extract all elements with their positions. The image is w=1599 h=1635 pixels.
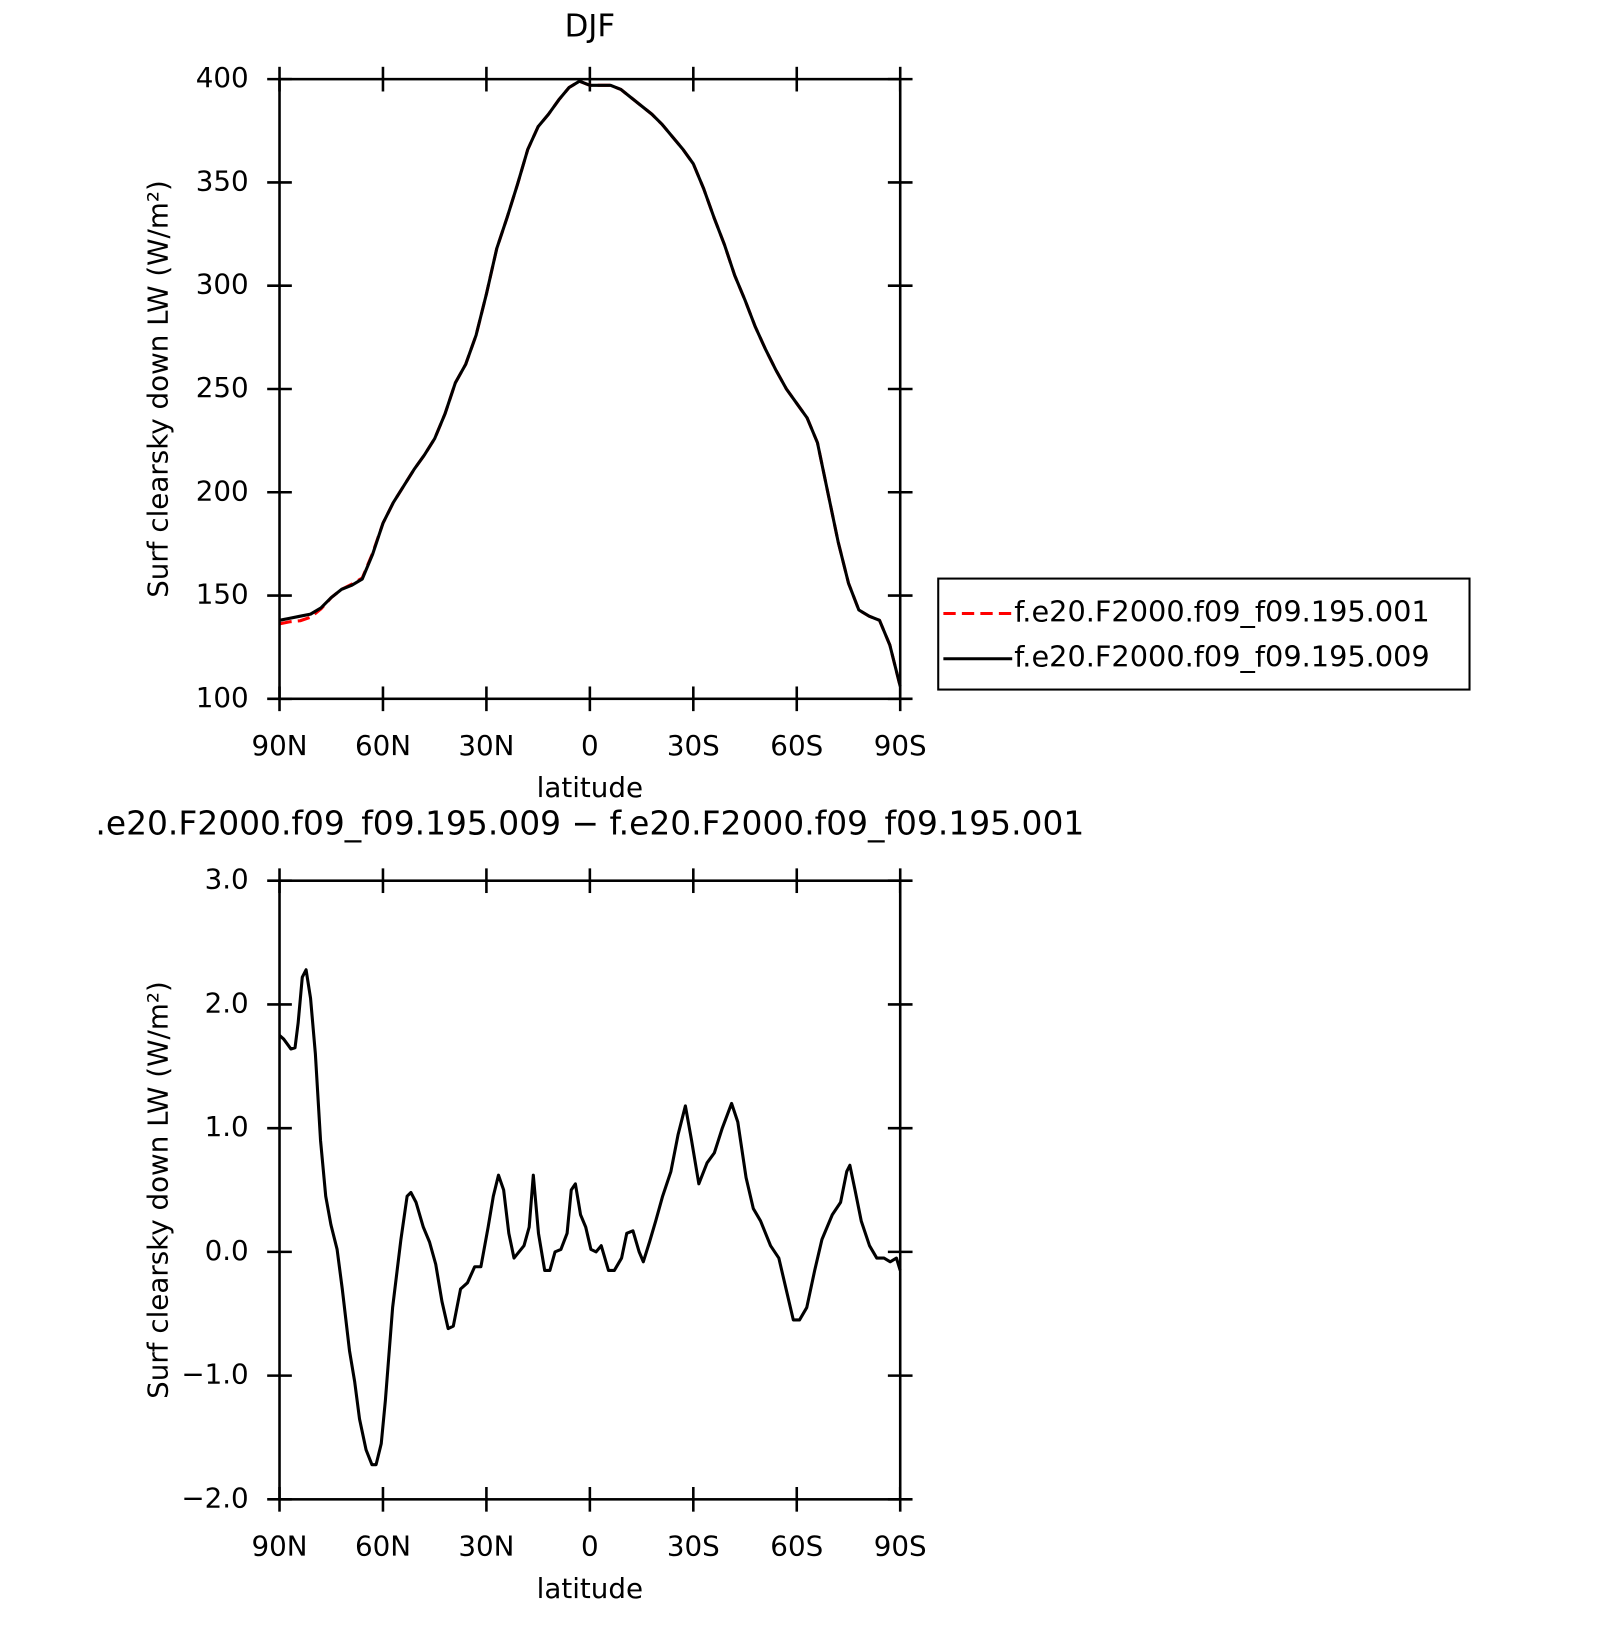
- x-tick-label: 90S: [874, 729, 927, 762]
- y-axis-label: Surf clearsky down LW (W/m²): [141, 180, 174, 598]
- y-tick-label: 1.0: [205, 1110, 249, 1143]
- legend: f.e20.F2000.f09_f09.195.001 f.e20.F2000.f…: [937, 577, 1471, 691]
- x-tick-label: 30N: [458, 729, 514, 762]
- data-line: [279, 79, 902, 687]
- x-tick-label: 90N: [251, 1530, 307, 1563]
- x-tick-label: 60S: [770, 1530, 823, 1563]
- data-line: [279, 79, 902, 687]
- y-tick-label: 400: [196, 61, 249, 94]
- y-tick-label: −1.0: [181, 1358, 248, 1391]
- x-tick-label: 60S: [770, 729, 823, 762]
- legend-label: f.e20.F2000.f09_f09.195.001: [1014, 595, 1429, 629]
- x-tick-label: 0: [581, 729, 599, 762]
- plot-frame: [278, 879, 902, 1501]
- legend-box: [937, 577, 1471, 691]
- x-axis-label: latitude: [537, 1572, 643, 1605]
- y-tick-label: 100: [196, 681, 249, 714]
- x-tick-label: 90S: [874, 1530, 927, 1563]
- x-tick-label: 30S: [667, 1530, 720, 1563]
- x-tick-label: 90N: [251, 729, 307, 762]
- legend-label: f.e20.F2000.f09_f09.195.009: [1014, 640, 1429, 674]
- chart-title: .e20.F2000.f09_f09.195.009 − f.e20.F2000…: [95, 804, 1084, 843]
- x-tick-label: 0: [581, 1530, 599, 1563]
- plot-frame: [278, 77, 902, 701]
- y-tick-label: 200: [196, 474, 249, 507]
- chart-title: DJF: [565, 8, 616, 44]
- y-tick-label: −2.0: [181, 1481, 248, 1514]
- y-tick-label: 150: [196, 578, 249, 611]
- y-tick-label: 3.0: [205, 863, 249, 896]
- data-line: [278, 968, 902, 1467]
- x-tick-label: 30S: [667, 729, 720, 762]
- x-axis-label: latitude: [537, 771, 643, 804]
- y-axis-label: Surf clearsky down LW (W/m²): [141, 981, 174, 1399]
- y-tick-label: 2.0: [205, 986, 249, 1019]
- y-tick-label: 350: [196, 164, 249, 197]
- x-tick-label: 60N: [355, 1530, 411, 1563]
- y-tick-label: 0.0: [205, 1234, 249, 1267]
- x-tick-label: 60N: [355, 729, 411, 762]
- x-tick-label: 30N: [458, 1530, 514, 1563]
- y-tick-label: 250: [196, 371, 249, 404]
- y-tick-label: 300: [196, 268, 249, 301]
